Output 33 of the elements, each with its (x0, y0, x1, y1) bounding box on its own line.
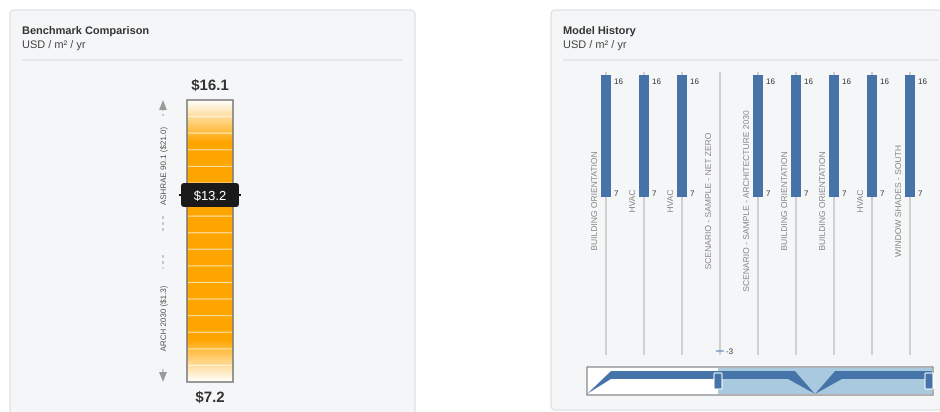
text: $7.2 (195, 389, 225, 406)
text: $13.2 (194, 188, 226, 203)
x-tick-label: HVAC (627, 190, 637, 212)
x-tick-label: HVAC (665, 190, 675, 212)
annotation: 7 (880, 189, 885, 198)
annotation: 16 (690, 77, 700, 86)
x-tick-label: BUILDING ORIENTATION (817, 151, 827, 251)
annotation: 16 (652, 77, 662, 86)
text: -3 (726, 347, 734, 356)
text: Benchmark Comparison (22, 25, 150, 37)
annotation: 7 (766, 189, 771, 198)
annotation: 16 (842, 77, 852, 86)
annotation: 16 (804, 77, 814, 86)
annotation: 16 (766, 77, 776, 86)
annotation: 16 (880, 77, 890, 86)
text: USD / m² / yr (22, 39, 86, 51)
chart-subtitle: USD / m² / yr (563, 39, 627, 51)
annotation: 7 (804, 189, 809, 198)
x-tick-label: BUILDING ORIENTATION (589, 151, 599, 251)
annotation: 7 (842, 189, 847, 198)
text: ASHRAE 90.1 ($21.0) (159, 126, 168, 206)
x-tick-label: HVAC (855, 190, 865, 212)
annotation: 7 (652, 189, 657, 198)
chart-title: Model History (563, 25, 637, 37)
text: ARCH 2030 ($1.3) (159, 285, 168, 352)
annotation: 16 (614, 77, 624, 86)
x-tick-label: SCENARIO - SAMPLE - NET ZERO (703, 132, 713, 270)
x-tick-label: WINDOW SHADES - SOUTH (893, 145, 903, 257)
annotation: 7 (690, 189, 695, 198)
text: $16.1 (191, 77, 229, 94)
annotation: 7 (614, 189, 619, 198)
x-tick-label: BUILDING ORIENTATION (779, 151, 789, 251)
x-tick-label: SCENARIO - SAMPLE - ARCHITECTURE 2030 (741, 110, 751, 292)
